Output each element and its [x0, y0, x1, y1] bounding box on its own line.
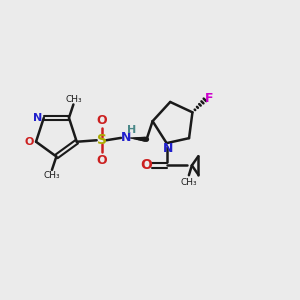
Text: CH₃: CH₃ — [181, 178, 197, 187]
Text: O: O — [97, 114, 107, 127]
Text: F: F — [205, 92, 214, 105]
Text: O: O — [140, 158, 152, 172]
Text: N: N — [121, 131, 131, 144]
Text: S: S — [97, 133, 107, 147]
Text: O: O — [97, 154, 107, 167]
Text: CH₃: CH₃ — [65, 94, 82, 103]
Text: O: O — [25, 137, 34, 147]
Text: N: N — [163, 142, 173, 155]
Text: CH₃: CH₃ — [44, 171, 60, 180]
Text: H: H — [127, 124, 136, 135]
Text: N: N — [33, 113, 42, 123]
